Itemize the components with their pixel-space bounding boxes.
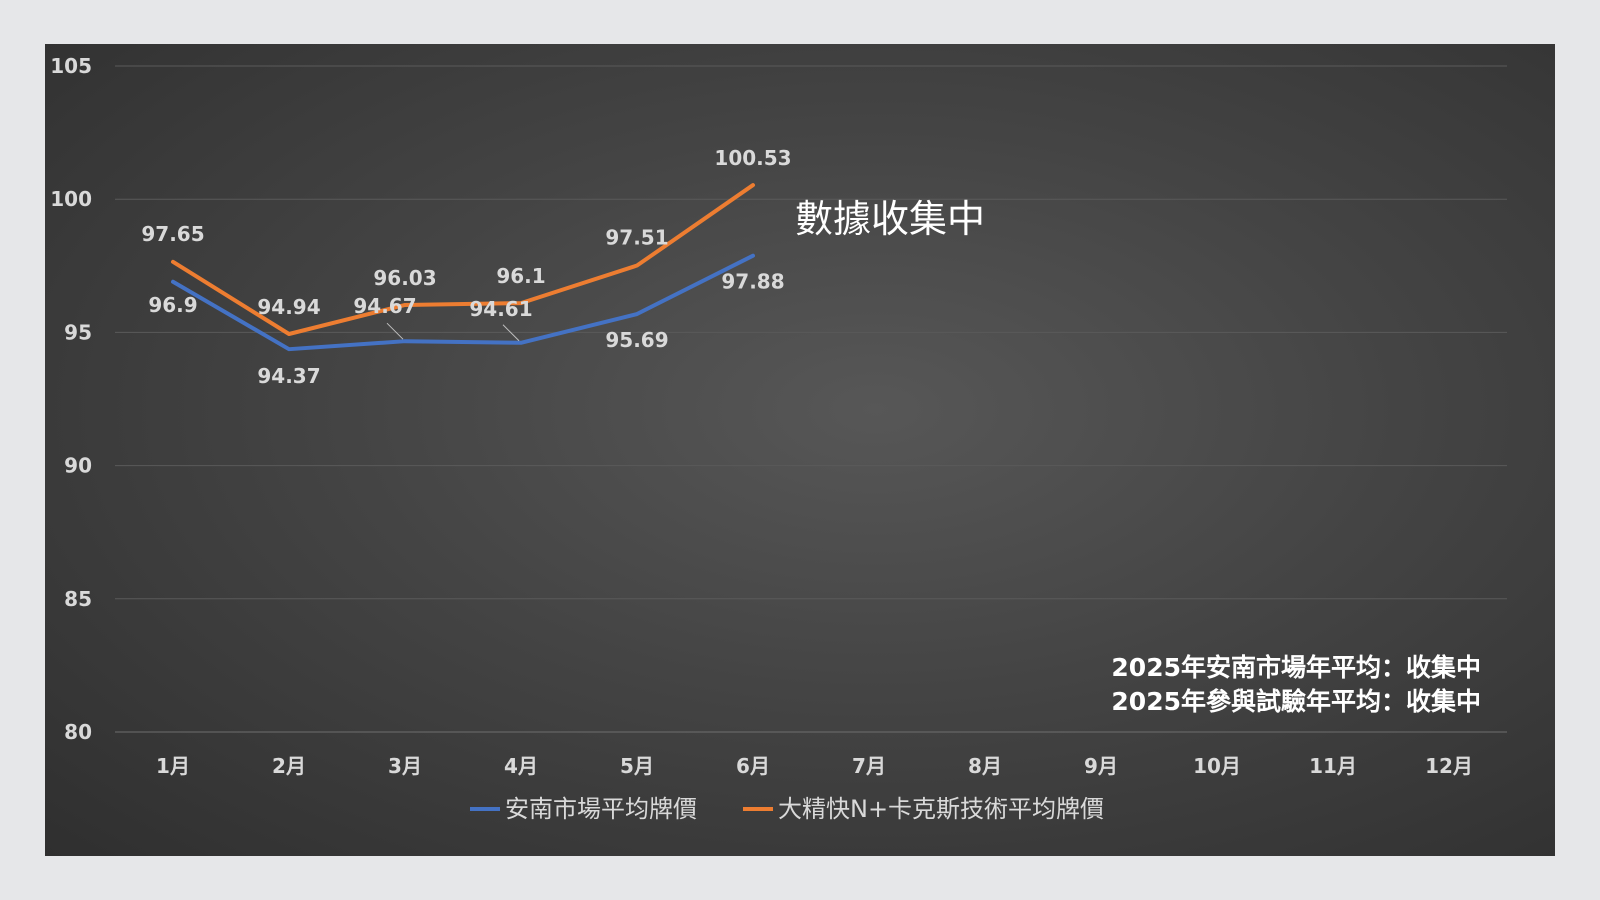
x-tick-label: 2月 [272, 754, 306, 778]
data-label: 94.61 [469, 297, 532, 321]
summary-line-trial: 2025年參與試驗年平均：收集中 [1111, 687, 1481, 716]
data-label: 94.67 [353, 294, 416, 318]
x-tick-label: 11月 [1309, 754, 1357, 778]
y-tick-label: 90 [64, 454, 92, 478]
x-tick-label: 7月 [852, 754, 886, 778]
data-label: 96.1 [496, 264, 545, 288]
x-tick-label: 6月 [736, 754, 770, 778]
y-tick-label: 80 [64, 720, 92, 744]
x-tick-label: 1月 [156, 754, 190, 778]
y-tick-label: 105 [50, 54, 92, 78]
data-label: 97.88 [721, 270, 784, 294]
y-tick-label: 85 [64, 587, 92, 611]
label-leader-line [502, 324, 520, 342]
y-tick-label: 100 [50, 187, 92, 211]
x-tick-label: 12月 [1425, 754, 1473, 778]
label-leader-line [386, 322, 404, 340]
legend-label-trial: 大精快N+卡克斯技術平均牌價 [778, 795, 1104, 823]
series-layer [171, 183, 755, 352]
data-label: 100.53 [714, 146, 791, 170]
data-label: 97.65 [141, 222, 204, 246]
x-tick-label: 8月 [968, 754, 1002, 778]
x-tick-label: 10月 [1193, 754, 1241, 778]
legend: 安南市場平均牌價 大精快N+卡克斯技術平均牌價 [470, 795, 1104, 823]
x-tick-label: 9月 [1084, 754, 1118, 778]
x-tick-label: 4月 [504, 754, 538, 778]
data-labels: 96.9 94.37 94.67 94.61 95.69 97.88 97.65 94.94 9… [141, 146, 791, 388]
summary-line-market: 2025年安南市場年平均：收集中 [1111, 653, 1481, 682]
chart-panel: 80 85 90 95 100 105 1月 2月 3月 4月 5月 6月 7月 8月 9月 10月 11月 1… [45, 44, 1555, 856]
collecting-annotation: 數據收集中 [795, 197, 985, 241]
data-label: 96.03 [373, 266, 436, 290]
data-label: 94.37 [257, 364, 320, 388]
x-tick-label: 5月 [620, 754, 654, 778]
series-line-market [171, 253, 755, 352]
y-tick-label: 95 [64, 320, 92, 344]
data-label: 96.9 [148, 293, 197, 317]
x-axis-ticks: 1月 2月 3月 4月 5月 6月 7月 8月 9月 10月 11月 12月 [156, 754, 1473, 778]
y-axis-ticks: 80 85 90 95 100 105 [50, 54, 92, 744]
data-label: 95.69 [605, 328, 668, 352]
data-label: 97.51 [605, 226, 668, 250]
legend-label-market: 安南市場平均牌價 [505, 795, 697, 823]
grid-layer [115, 65, 1507, 733]
data-label: 94.94 [257, 295, 320, 319]
series-line-trial [171, 183, 755, 336]
x-tick-label: 3月 [388, 754, 422, 778]
